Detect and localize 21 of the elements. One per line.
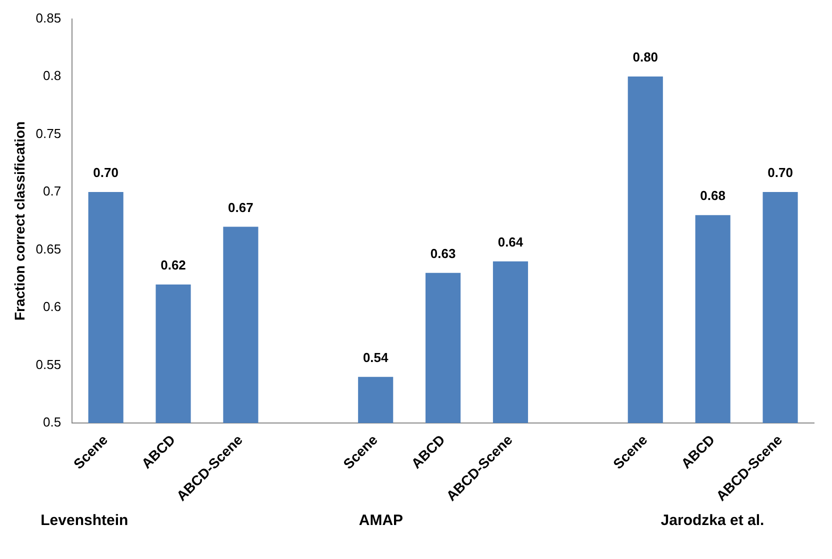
y-axis-title: Fraction correct classification: [11, 121, 28, 321]
data-label: 0.67: [228, 200, 254, 215]
data-label: 0.54: [362, 350, 390, 365]
y-tick-label: 0.85: [36, 10, 62, 26]
text: AMAP: [358, 512, 404, 529]
text: Levenshtein: [40, 512, 128, 529]
text: Jarodzka et al.: [660, 512, 764, 529]
data-label: 0.63: [430, 246, 456, 261]
y-tick-label: 0.7: [43, 184, 62, 199]
data-label: 0.64: [498, 234, 524, 250]
data-label: 0.70: [93, 165, 118, 180]
y-tick-label: 0.8: [43, 68, 62, 84]
data-label: 0.70: [768, 165, 793, 180]
y-tick-label: 0.5: [43, 414, 62, 430]
data-label: 0.68: [700, 188, 726, 204]
y-tick-label: 0.55: [36, 356, 62, 372]
data-label: 0.62: [160, 258, 186, 273]
y-tick-label: 0.65: [36, 241, 62, 256]
data-label: 0.80: [632, 50, 658, 65]
y-tick-label: 0.6: [43, 299, 62, 314]
y-tick-label: 0.75: [36, 126, 62, 141]
